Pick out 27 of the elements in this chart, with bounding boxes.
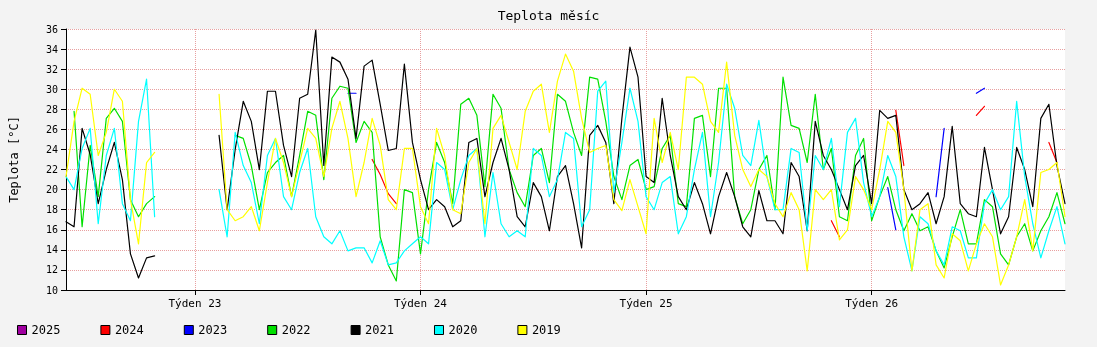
chart-title: Teplota měsíc xyxy=(497,8,600,23)
y-tick-label: 10 xyxy=(45,284,58,296)
legend-label: 2023 xyxy=(198,323,228,337)
y-tick-label: 22 xyxy=(45,164,58,176)
y-tick-label: 12 xyxy=(45,264,58,276)
y-axis-title: Teplota [°C] xyxy=(7,116,21,203)
y-tick-label: 18 xyxy=(45,204,58,216)
legend-label: 2024 xyxy=(114,323,144,337)
x-tick-label: Týden 24 xyxy=(393,297,448,310)
y-tick-label: 36 xyxy=(45,23,58,35)
y-tick-label: 30 xyxy=(45,83,58,95)
y-tick-label: 32 xyxy=(45,63,58,75)
y-tick-label: 20 xyxy=(45,184,58,196)
x-tick-label: Týden 23 xyxy=(168,297,222,310)
y-tick-label: 14 xyxy=(45,244,58,256)
y-tick-label: 34 xyxy=(45,43,58,55)
y-tick-label: 24 xyxy=(45,143,58,155)
x-tick-label: Týden 26 xyxy=(845,297,899,310)
legend-label: 2020 xyxy=(448,323,478,337)
legend-label: 2025 xyxy=(31,323,61,337)
x-tick-label: Týden 25 xyxy=(619,297,673,310)
legend-label: 2022 xyxy=(281,323,311,337)
y-tick-label: 16 xyxy=(45,224,58,236)
y-tick-label: 28 xyxy=(45,103,58,115)
legend-label: 2021 xyxy=(365,323,394,337)
legend-label: 2019 xyxy=(531,323,561,337)
y-tick-label: 26 xyxy=(45,123,58,135)
